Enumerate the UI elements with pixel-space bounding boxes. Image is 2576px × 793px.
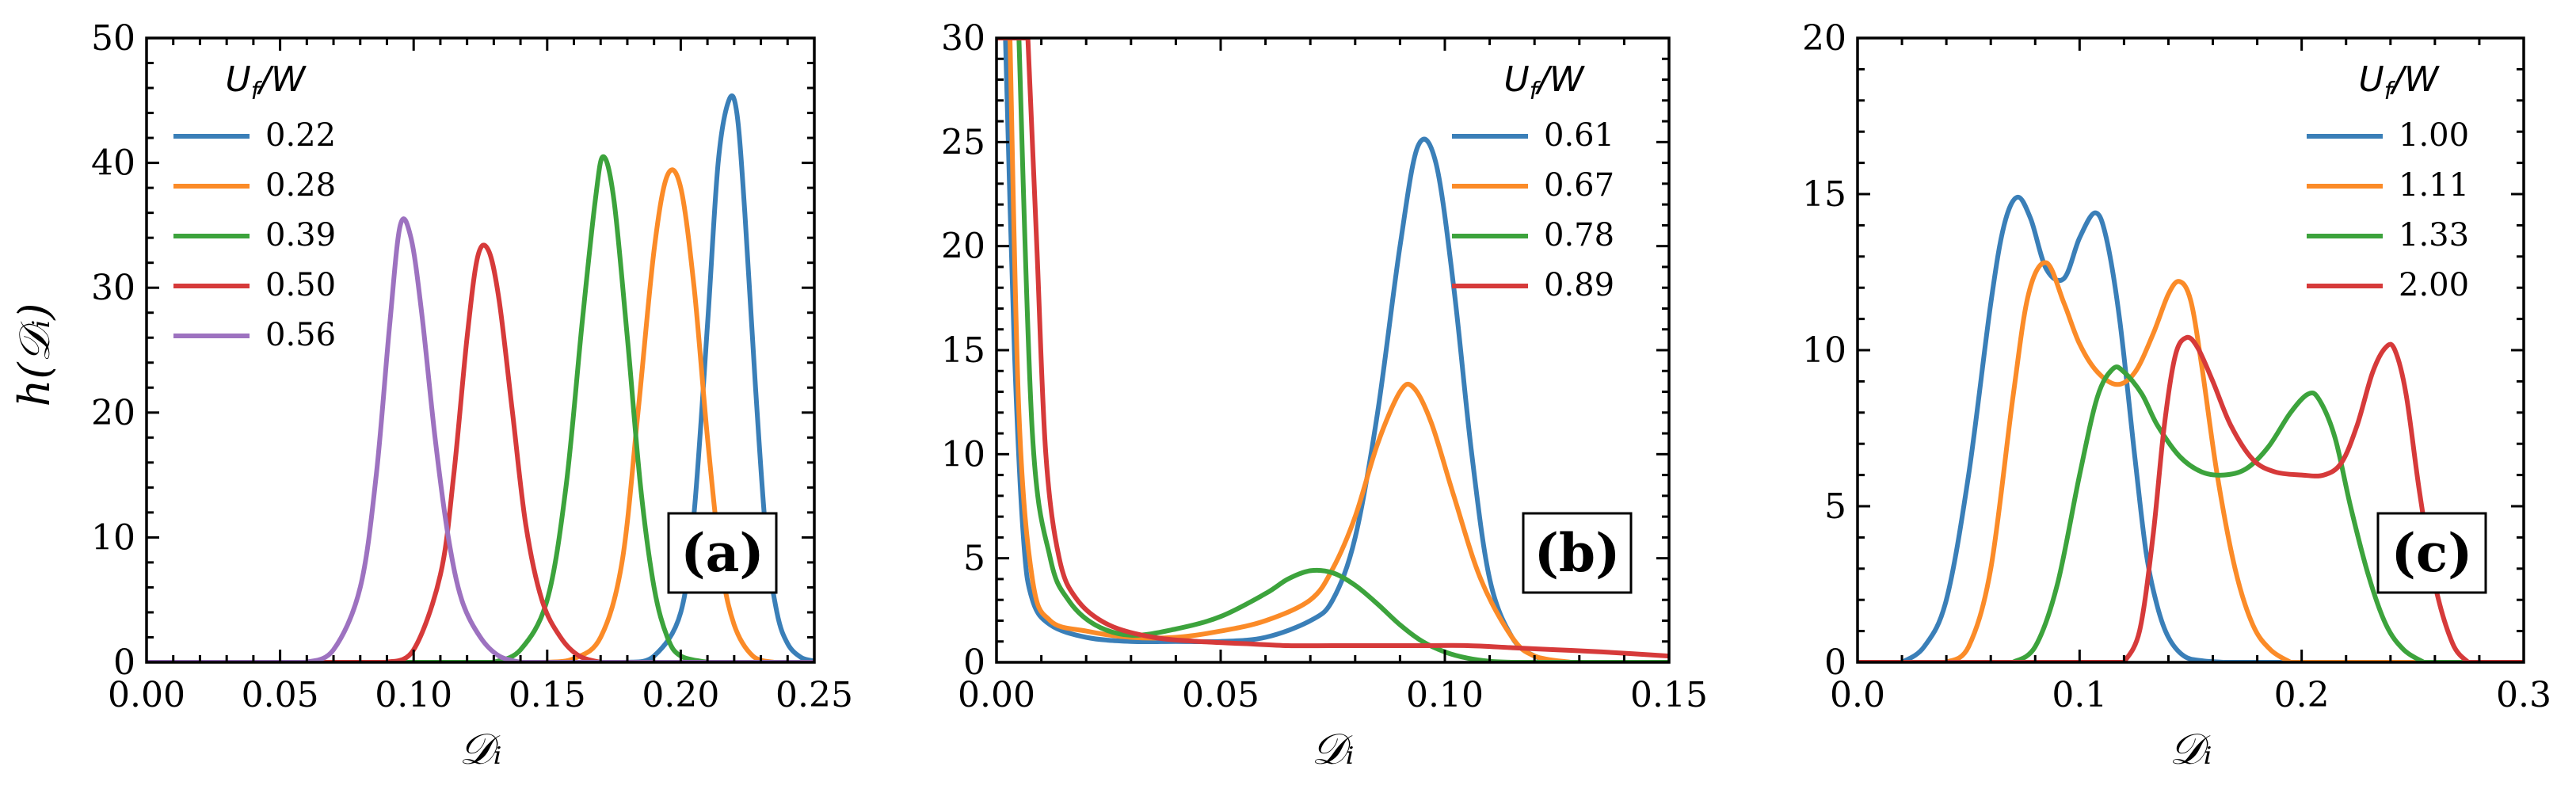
series-lines — [1858, 194, 2524, 662]
ticks — [145, 36, 816, 664]
y-tick-label: 10 — [941, 434, 985, 475]
figure-y-axis-label: h(𝒟ᵢ) — [10, 303, 59, 407]
y-tick-label: 20 — [1802, 18, 1846, 59]
panels: 0.00 0.05 0.10 0.15 0.20 0.2501020304050𝒟ᵢUf/… — [91, 18, 2551, 774]
y-tick-label: 5 — [963, 539, 985, 579]
y-tick-label: 30 — [91, 268, 135, 308]
series-line-2.00 — [2121, 334, 2471, 662]
x-tick-label: 0.1 — [2052, 675, 2107, 715]
y-tick-label: 50 — [91, 18, 135, 59]
legend-entry-0.67: 0.67 — [1544, 167, 1614, 204]
series-line-0.39 — [493, 154, 708, 662]
y-tick-label: 5 — [1824, 486, 1846, 527]
legend-title-main: U — [225, 59, 250, 100]
series-line-1.33 — [2011, 364, 2425, 662]
legend-entry-0.61: 0.61 — [1544, 117, 1614, 154]
legend-entry-0.50: 0.50 — [265, 267, 336, 303]
series-line-0.78 — [1016, 38, 1513, 662]
x-tick-label: 0.20 — [642, 675, 719, 715]
series-lines — [147, 93, 814, 662]
legend-title-tail: /W — [1534, 59, 1585, 100]
legend: Uf/W 1.00 1.11 1.33 2.00 — [2307, 59, 2469, 303]
x-tick-label: 0.00 — [108, 675, 185, 715]
ticks — [1856, 36, 2525, 664]
panel-3: 0.0 0.1 0.2 0.3 0 5 10 15 20 𝒟ᵢ Uf/W 1.00 1.11 1.33 2.… — [1802, 18, 2551, 774]
panel-tag-box — [667, 512, 778, 594]
panel-tag-box — [1522, 512, 1633, 594]
legend-entry-1.33: 1.33 — [2399, 217, 2469, 254]
y-tick-label: 15 — [941, 330, 985, 371]
panel-tag-label: (a) — [680, 522, 764, 584]
legend-entry-1.00: 1.00 — [2399, 117, 2469, 154]
series-line-0.56 — [306, 216, 521, 662]
legend: Uf/W 0.61 0.67 0.78 0.89 — [1452, 59, 1614, 303]
ticks — [995, 36, 1671, 664]
y-tick-label: 10 — [1802, 330, 1846, 371]
series-lines — [996, 38, 1669, 662]
legend-entry-0.56: 0.56 — [265, 317, 336, 353]
y-tick-label: 0 — [113, 642, 135, 683]
x-tick-label: 0.00 — [958, 675, 1035, 715]
legend-title: Uf/W — [2358, 59, 2440, 105]
y-tick-label: 40 — [91, 143, 135, 184]
x-tick-label: 0.2 — [2274, 675, 2330, 715]
legend-entry-0.89: 0.89 — [1544, 267, 1614, 303]
panel-tag-label: (b) — [1534, 522, 1621, 584]
y-tick-label: 10 — [91, 517, 135, 558]
series-line-1.00 — [1900, 194, 2224, 662]
x-tick-label: 0.0 — [1830, 675, 1885, 715]
legend-title: Uf/W — [225, 59, 307, 105]
x-tick-label: 0.05 — [242, 675, 319, 715]
legend-title: Uf/W — [1503, 59, 1585, 105]
y-tick-label: 20 — [91, 393, 135, 433]
legend-title-tail: /W — [2389, 59, 2440, 100]
legend-title-main: U — [1503, 59, 1529, 100]
y-tick-label: 30 — [941, 18, 985, 59]
panel-tag-label: (c) — [2391, 522, 2473, 584]
y-tick-label: 0 — [1824, 642, 1846, 683]
x-tick-label: 0.10 — [375, 675, 452, 715]
legend-entry-0.78: 0.78 — [1544, 217, 1614, 254]
panel-2: 0.00 0.05 0.10 0.15 0 5 10 15 20 25 30 𝒟ᵢ Uf/W 0.61 0.… — [941, 18, 1708, 774]
y-tick-label: 15 — [1802, 174, 1846, 215]
legend-entry-2.00: 2.00 — [2399, 267, 2469, 303]
x-tick-label: 0.25 — [775, 675, 853, 715]
x-axis-label: 𝒟ᵢ — [2170, 724, 2212, 774]
y-tick-label: 0 — [963, 642, 985, 683]
y-tick-label: 25 — [941, 122, 985, 162]
legend-title-tail: /W — [256, 59, 307, 100]
x-axis-label: 𝒟ᵢ — [459, 724, 502, 774]
panel-tag-box — [2376, 512, 2487, 594]
series-line-0.61 — [1003, 38, 1558, 662]
x-tick-label: 0.15 — [509, 675, 586, 715]
legend-entry-0.22: 0.22 — [265, 117, 336, 154]
legend-entry-0.39: 0.39 — [265, 217, 336, 254]
series-line-0.89 — [1025, 38, 1669, 659]
x-axis-label: 𝒟ᵢ — [1312, 724, 1355, 774]
series-line-0.50 — [386, 242, 602, 662]
legend-entry-1.11: 1.11 — [2399, 167, 2469, 204]
x-tick-label: 0.10 — [1406, 675, 1484, 715]
series-line-1.11 — [1945, 260, 2292, 662]
legend-title-main: U — [2358, 59, 2384, 100]
panel-1: 0.00 0.05 0.10 0.15 0.20 0.25 0 10 20 30 40 50 𝒟ᵢ Uf/… — [91, 18, 853, 774]
axes-frame — [145, 36, 816, 664]
y-tick-label: 20 — [941, 227, 985, 267]
x-tick-label: 0.05 — [1182, 675, 1259, 715]
series-line-0.67 — [1008, 38, 1572, 662]
legend: Uf/W 0.22 0.28 0.39 0.50 0.56 — [173, 59, 336, 353]
x-tick-label: 0.15 — [1630, 675, 1708, 715]
legend-entry-0.28: 0.28 — [265, 167, 336, 204]
x-tick-label: 0.3 — [2496, 675, 2551, 715]
